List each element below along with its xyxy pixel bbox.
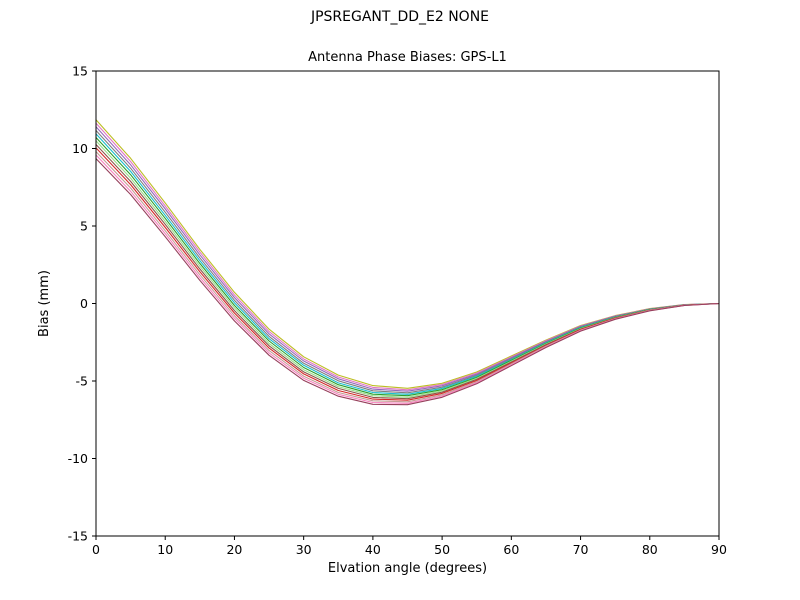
x-axis-label: Elvation angle (degrees) bbox=[328, 561, 487, 576]
x-tick-label: 0 bbox=[92, 542, 100, 557]
x-tick-label: 50 bbox=[434, 542, 450, 557]
series-line bbox=[95, 154, 720, 404]
x-tick-label: 60 bbox=[503, 542, 519, 557]
series-line bbox=[95, 158, 720, 406]
series-line bbox=[95, 122, 720, 391]
series-line bbox=[95, 147, 720, 401]
x-tick-label: 20 bbox=[226, 542, 242, 557]
y-tick-label: -10 bbox=[68, 451, 88, 466]
figure-title: JPSREGANT_DD_E2 NONE bbox=[310, 9, 490, 25]
y-tick-label: -5 bbox=[76, 374, 88, 389]
axes-frame bbox=[95, 70, 720, 537]
axes-title: Antenna Phase Biases: GPS-L1 bbox=[308, 50, 507, 65]
x-tick-label: 40 bbox=[365, 542, 381, 557]
series-line bbox=[95, 151, 720, 403]
y-tick-label: -15 bbox=[68, 529, 88, 544]
x-tick-label: 90 bbox=[711, 542, 727, 557]
y-tick-label: 15 bbox=[72, 64, 88, 79]
x-tick-label: 10 bbox=[157, 542, 173, 557]
series-line bbox=[95, 143, 720, 400]
y-tick-label: 5 bbox=[80, 219, 88, 234]
series-line bbox=[95, 140, 720, 398]
x-tick-label: 80 bbox=[642, 542, 658, 557]
y-tick-label: 10 bbox=[72, 141, 88, 156]
y-axis-label: Bias (mm) bbox=[37, 270, 52, 337]
series-line bbox=[95, 119, 720, 389]
y-tick-label: 0 bbox=[80, 296, 88, 311]
x-tick-label: 30 bbox=[296, 542, 312, 557]
x-tick-label: 70 bbox=[573, 542, 589, 557]
